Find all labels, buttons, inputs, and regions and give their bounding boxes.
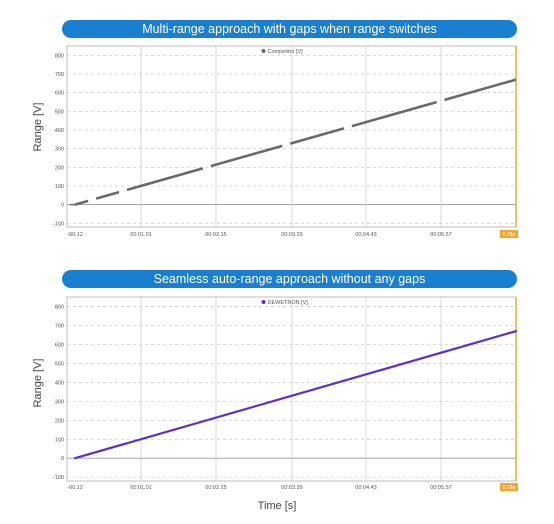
x-tick-label: 00:01.01 bbox=[130, 485, 151, 491]
y-tick-label: 300 bbox=[55, 399, 64, 405]
x-tick-label: 00:04.43 bbox=[355, 485, 376, 491]
y-tick-label: 500 bbox=[55, 109, 64, 115]
y-tick-label: 700 bbox=[55, 72, 64, 78]
legend-label: DEWETRON [V] bbox=[268, 300, 309, 306]
series-line-segment bbox=[126, 167, 204, 192]
legend-label: Competitor [V] bbox=[268, 49, 304, 55]
plot-area bbox=[66, 296, 517, 482]
y-tick-label: 0 bbox=[61, 203, 64, 209]
series-line-segment bbox=[95, 190, 120, 200]
y-tick-label: 200 bbox=[55, 418, 64, 424]
x-tick-label: 00:03.29 bbox=[281, 232, 302, 238]
y-tick-label: 700 bbox=[55, 323, 64, 329]
x-tick-label: 00:01.01 bbox=[130, 232, 151, 238]
series-line bbox=[73, 330, 518, 460]
cursor-label-box bbox=[500, 483, 518, 491]
series-line-segment bbox=[74, 199, 89, 206]
y-tick-label: 600 bbox=[55, 342, 64, 348]
series-line-segment bbox=[210, 144, 283, 168]
x-tick-label: 00:05.57 bbox=[430, 485, 451, 491]
y-tick-label: 800 bbox=[55, 53, 64, 59]
y-tick-label: -100 bbox=[53, 221, 64, 227]
x-tick-label: 00:03.29 bbox=[281, 485, 302, 491]
y-tick-label: 400 bbox=[55, 128, 64, 134]
y-tick-label: 100 bbox=[55, 437, 64, 443]
x-axis-label: Time [s] bbox=[257, 500, 297, 512]
cursor-label: 6.79e bbox=[503, 485, 516, 491]
chart-2-title-banner: Seamless auto-range approach without any… bbox=[62, 270, 517, 288]
y-tick-label: 500 bbox=[55, 361, 64, 367]
y-tick-label: 200 bbox=[55, 165, 64, 171]
y-tick-label: 400 bbox=[55, 380, 64, 386]
legend-marker bbox=[261, 49, 266, 53]
x-tick-label: -00.12 bbox=[67, 485, 83, 491]
chart-2: -100 0 100 200 300 400 500 600 700 800 -00.12 00:01… bbox=[53, 296, 518, 491]
plot-area bbox=[66, 45, 517, 228]
y-tick-label: 600 bbox=[55, 91, 64, 97]
x-tick-label: 00:02.15 bbox=[205, 232, 226, 238]
chart-1-title-banner: Multi-range approach with gaps when rang… bbox=[62, 20, 517, 38]
series-line-segment bbox=[444, 78, 517, 102]
x-tick-label: -00.12 bbox=[67, 232, 83, 238]
x-tick-label: 00:05.57 bbox=[430, 232, 451, 238]
series-line-segment bbox=[351, 100, 437, 128]
legend-marker bbox=[261, 300, 266, 304]
y-tick-label: 0 bbox=[61, 456, 64, 462]
y-tick-label: 100 bbox=[55, 184, 64, 190]
y-tick-label: -100 bbox=[53, 475, 64, 481]
cursor-label: 6.79e bbox=[503, 232, 516, 238]
chart-1: -100 0 100 200 300 400 500 600 700 800 -00.12 00:01… bbox=[53, 45, 518, 238]
series-line-segment bbox=[289, 127, 345, 145]
x-tick-label: 00:04.43 bbox=[355, 232, 376, 238]
cursor-label-box bbox=[500, 230, 518, 238]
x-tick-label: 00:02.15 bbox=[205, 485, 226, 491]
y-tick-label: 300 bbox=[55, 147, 64, 153]
y-tick-label: 800 bbox=[55, 304, 64, 310]
